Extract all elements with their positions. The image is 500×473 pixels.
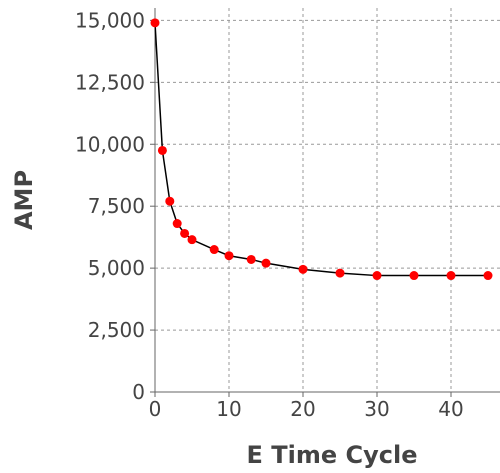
data-point xyxy=(446,271,456,281)
data-point xyxy=(157,145,167,155)
series-line xyxy=(154,22,488,277)
data-point xyxy=(246,254,256,264)
x-axis-title: E Time Cycle xyxy=(247,441,418,469)
axes xyxy=(150,8,500,397)
y-tick-label: 7,500 xyxy=(88,194,145,218)
x-tick-label: 20 xyxy=(290,397,315,421)
data-point xyxy=(372,271,382,281)
data-point xyxy=(409,271,419,281)
y-tick-label: 5,000 xyxy=(88,256,145,280)
x-tick-label: 0 xyxy=(149,397,162,421)
y-tick-label: 10,000 xyxy=(75,132,145,156)
data-point xyxy=(298,264,308,274)
x-tick-label: 30 xyxy=(364,397,389,421)
y-tick-label: 2,500 xyxy=(88,318,145,342)
data-points xyxy=(150,18,493,281)
data-point xyxy=(335,268,345,278)
data-point xyxy=(224,251,234,261)
data-point xyxy=(165,196,175,206)
data-point xyxy=(261,258,271,268)
data-point xyxy=(187,235,197,245)
data-point xyxy=(483,271,493,281)
y-tick-label: 15,000 xyxy=(75,8,145,32)
data-point xyxy=(172,219,182,229)
tick-labels: 0 10 20 30 40 0 2,500 5,000 7,500 10,000 12,500 15,… xyxy=(75,8,464,421)
y-axis-title: AMP xyxy=(10,170,38,230)
y-tick-label: 0 xyxy=(132,380,145,404)
series-line-group xyxy=(154,22,488,277)
y-tick-label: 12,500 xyxy=(75,70,145,94)
data-point xyxy=(180,228,190,238)
data-point xyxy=(150,18,160,28)
x-tick-label: 40 xyxy=(438,397,463,421)
x-tick-label: 10 xyxy=(216,397,241,421)
grid xyxy=(155,8,500,392)
data-point xyxy=(209,245,219,255)
